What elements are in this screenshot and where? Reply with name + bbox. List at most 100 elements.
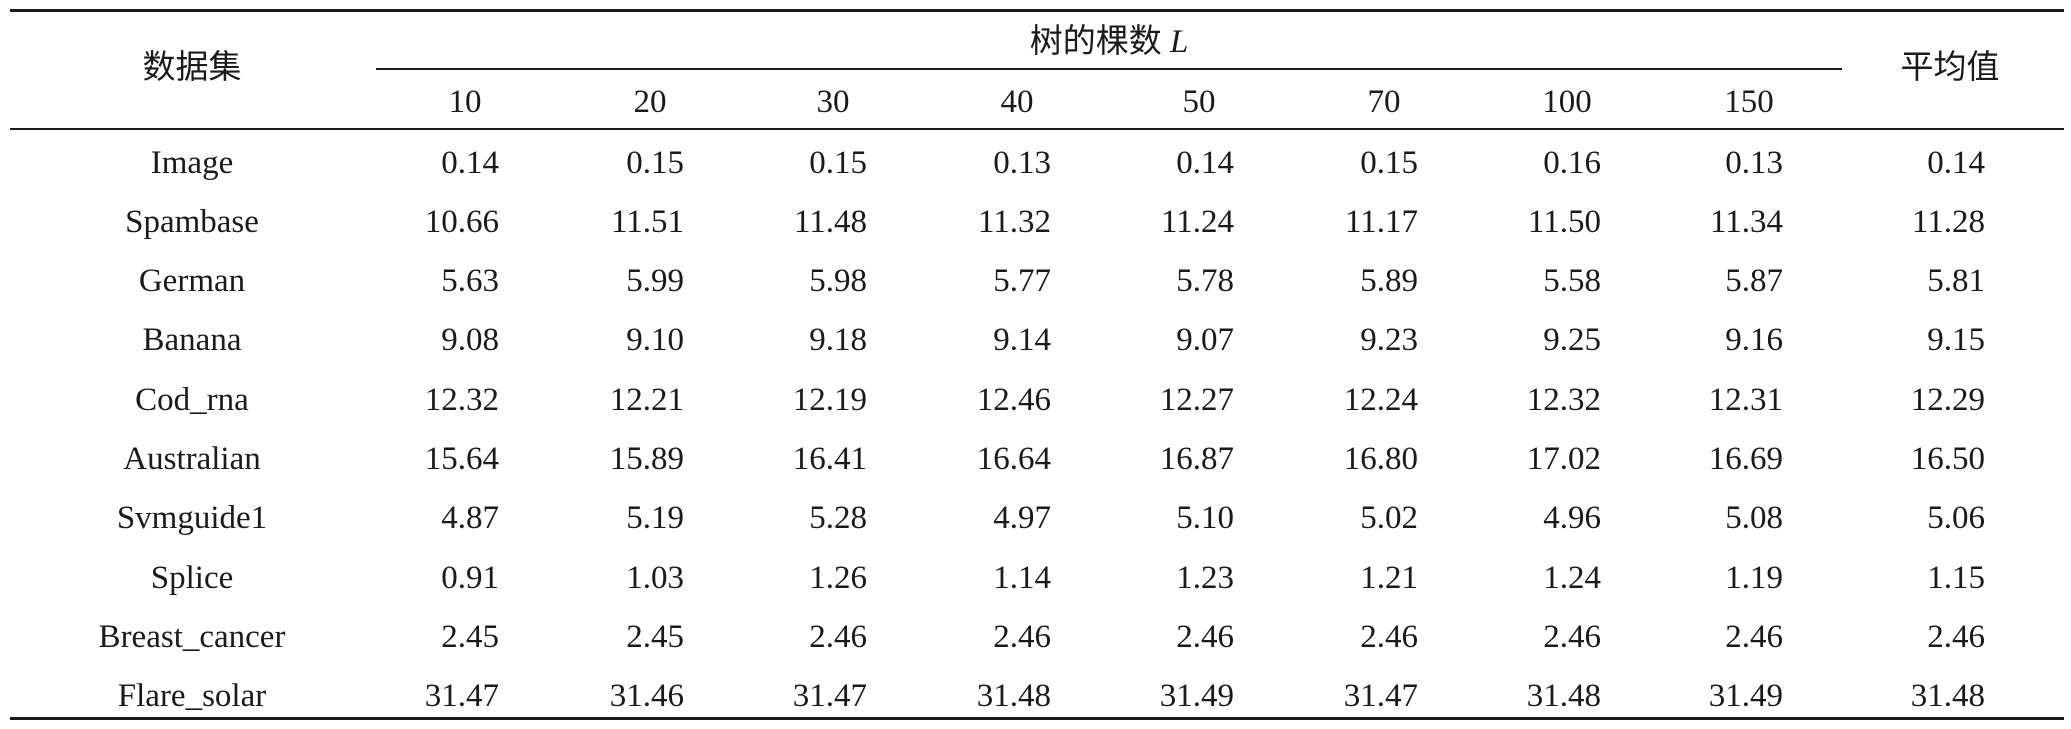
value-cell: 31.48 [1526,678,1601,714]
dataset-name: Svmguide1 [116,500,268,536]
value-cell: 5.87 [1725,263,1783,299]
value-cell: 0.14 [441,145,499,181]
value-cell: 16.80 [1343,441,1418,477]
value-cell: 0.91 [441,560,499,596]
header-tree-count-label: 树的棵数 [1029,24,1162,60]
value-cell: 5.77 [993,263,1051,299]
average-cell: 16.50 [1910,441,1985,477]
value-cell: 31.47 [1343,678,1418,714]
value-cell: 16.87 [1159,441,1234,477]
value-cell: 9.16 [1725,322,1783,358]
value-cell: 2.45 [626,619,684,655]
column-group-rule [376,68,1842,70]
value-cell: 31.49 [1159,678,1234,714]
average-cell: 11.28 [1911,204,1985,240]
dataset-name: Banana [142,322,242,358]
value-cell: 5.28 [809,500,867,536]
column-header: 70 [1367,84,1401,120]
value-cell: 0.15 [809,145,867,181]
value-cell: 16.41 [792,441,867,477]
value-cell: 11.34 [1709,204,1783,240]
value-cell: 11.17 [1344,204,1418,240]
value-cell: 9.08 [441,322,499,358]
value-cell: 9.10 [626,322,684,358]
value-cell: 1.14 [993,560,1051,596]
value-cell: 5.89 [1360,263,1418,299]
value-cell: 12.19 [792,382,867,418]
value-cell: 5.10 [1176,500,1234,536]
value-cell: 15.64 [424,441,499,477]
value-cell: 2.46 [1360,619,1418,655]
value-cell: 4.96 [1543,500,1601,536]
value-cell: 0.15 [1360,145,1418,181]
value-cell: 12.32 [1526,382,1601,418]
value-cell: 11.50 [1527,204,1601,240]
column-header: 150 [1724,84,1774,120]
column-header: 50 [1182,84,1216,120]
dataset-name: Image [150,145,234,181]
value-cell: 5.63 [441,263,499,299]
value-cell: 11.24 [1160,204,1234,240]
value-cell: 31.47 [424,678,499,714]
value-cell: 0.14 [1176,145,1234,181]
value-cell: 2.46 [993,619,1051,655]
value-cell: 12.32 [424,382,499,418]
value-cell: 5.98 [809,263,867,299]
value-cell: 12.21 [609,382,684,418]
header-tree-count-symbol: L [1169,24,1189,60]
value-cell: 12.24 [1343,382,1418,418]
value-cell: 1.26 [809,560,867,596]
value-cell: 2.46 [1543,619,1601,655]
average-cell: 31.48 [1910,678,1985,714]
value-cell: 5.19 [626,500,684,536]
average-cell: 12.29 [1910,382,1985,418]
value-cell: 31.49 [1708,678,1783,714]
value-cell: 5.08 [1725,500,1783,536]
value-cell: 4.87 [441,500,499,536]
header-average: 平均值 [1900,50,2000,86]
value-cell: 1.19 [1725,560,1783,596]
value-cell: 31.48 [976,678,1051,714]
table-top-rule [10,9,2064,12]
value-cell: 2.46 [809,619,867,655]
header-bottom-rule [10,128,2064,130]
value-cell: 12.27 [1159,382,1234,418]
value-cell: 5.99 [626,263,684,299]
dataset-name: Cod_rna [135,382,249,418]
value-cell: 1.23 [1176,560,1234,596]
dataset-name: Australian [123,441,261,477]
value-cell: 12.31 [1708,382,1783,418]
value-cell: 2.45 [441,619,499,655]
value-cell: 12.46 [976,382,1051,418]
column-header: 40 [1000,84,1034,120]
dataset-name: Breast_cancer [98,619,286,655]
value-cell: 0.13 [1725,145,1783,181]
value-cell: 9.25 [1543,322,1601,358]
value-cell: 9.14 [993,322,1051,358]
header-dataset: 数据集 [142,50,242,86]
dataset-name: Splice [150,560,234,596]
value-cell: 1.21 [1360,560,1418,596]
average-cell: 9.15 [1927,322,1985,358]
value-cell: 5.78 [1176,263,1234,299]
value-cell: 0.15 [626,145,684,181]
average-cell: 0.14 [1927,145,1985,181]
value-cell: 1.24 [1543,560,1601,596]
dataset-name: Flare_solar [117,678,267,714]
average-cell: 5.81 [1927,263,1985,299]
header-tree-count: 树的棵数 L [1030,26,1189,59]
dataset-name: Spambase [125,204,259,240]
average-cell: 2.46 [1927,619,1985,655]
value-cell: 17.02 [1526,441,1601,477]
value-cell: 16.64 [976,441,1051,477]
value-cell: 16.69 [1708,441,1783,477]
value-cell: 2.46 [1725,619,1783,655]
value-cell: 31.47 [792,678,867,714]
value-cell: 5.58 [1543,263,1601,299]
value-cell: 5.02 [1360,500,1418,536]
value-cell: 9.23 [1360,322,1418,358]
average-cell: 5.06 [1927,500,1985,536]
value-cell: 10.66 [424,204,499,240]
value-cell: 11.32 [977,204,1051,240]
